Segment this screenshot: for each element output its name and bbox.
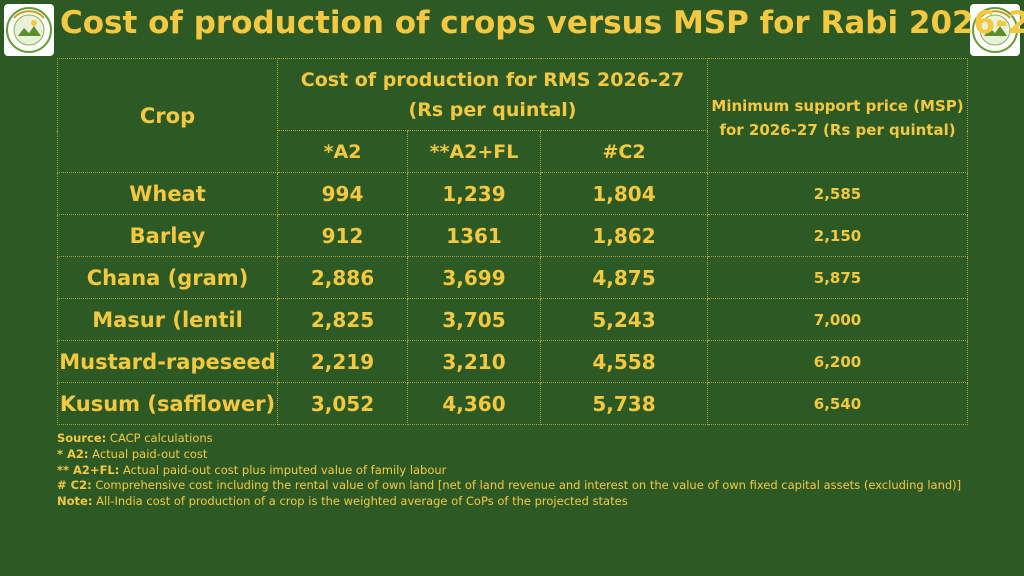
note-source: Source: CACP calculations xyxy=(57,431,213,445)
note-a2: * A2: Actual paid-out cost xyxy=(57,446,208,461)
cell-crop: Barley xyxy=(57,214,278,257)
cell-a2-fl: 4,360 xyxy=(407,382,541,425)
table-header-row: Crop Cost of production for RMS 2026-27 … xyxy=(57,58,969,173)
cell-a2-fl: 1361 xyxy=(407,214,541,257)
table-row: Chana (gram) 2,886 3,699 4,875 5,875 xyxy=(57,256,969,299)
cell-msp: 6,540 xyxy=(707,382,969,425)
cell-msp: 2,585 xyxy=(707,172,969,215)
cell-a2: 2,825 xyxy=(277,298,408,341)
cell-c2: 1,862 xyxy=(539,214,709,257)
cell-c2: 4,875 xyxy=(539,256,709,299)
subheader-c2: #C2 xyxy=(539,130,709,173)
cell-a2-fl: 3,699 xyxy=(407,256,541,299)
cell-a2: 994 xyxy=(277,172,408,215)
cop-header-line1: Cost of production for RMS 2026-27 xyxy=(300,68,685,91)
table-row: Kusum (safflower) 3,052 4,360 5,738 6,54… xyxy=(57,382,969,425)
note-a2-fl: ** A2+FL: Actual paid-out cost plus impu… xyxy=(57,462,447,477)
cell-crop: Masur (lentil xyxy=(57,298,278,341)
cell-crop: Mustard-rapeseed xyxy=(57,340,278,383)
note-c2: # C2: Comprehensive cost including the r… xyxy=(57,478,962,493)
cell-crop: Chana (gram) xyxy=(57,256,278,299)
subheader-a2-fl: **A2+FL xyxy=(407,130,541,173)
cell-a2: 912 xyxy=(277,214,408,257)
table-row: Wheat 994 1,239 1,804 2,585 xyxy=(57,172,969,215)
column-header-crop: Crop xyxy=(57,58,278,173)
cell-a2: 3,052 xyxy=(277,382,408,425)
farming-community-logo-left xyxy=(4,4,54,56)
table-row: Barley 912 1361 1,862 2,150 xyxy=(57,214,969,257)
table-subheader-row: *A2 **A2+FL #C2 xyxy=(58,130,968,173)
column-header-msp: Minimum support price (MSP) for 2026-27 … xyxy=(707,58,969,173)
table-row: Masur (lentil 2,825 3,705 5,243 7,000 xyxy=(57,298,969,341)
cell-msp: 6,200 xyxy=(707,340,969,383)
farming-community-logo-right xyxy=(970,4,1020,56)
cell-a2: 2,886 xyxy=(277,256,408,299)
cell-msp: 2,150 xyxy=(707,214,969,257)
farming-community-logo-icon xyxy=(972,7,1018,53)
footnotes: Source: CACP calculations * A2: Actual p… xyxy=(57,431,967,510)
cell-a2-fl: 3,210 xyxy=(407,340,541,383)
subheader-a2: *A2 xyxy=(277,130,408,173)
cell-c2: 5,243 xyxy=(539,298,709,341)
cell-a2-fl: 3,705 xyxy=(407,298,541,341)
cop-header-line2: (Rs per quintal) xyxy=(408,98,577,121)
page-title: Cost of production of crops versus MSP f… xyxy=(60,5,1024,41)
cell-crop: Wheat xyxy=(57,172,278,215)
cell-c2: 5,738 xyxy=(539,382,709,425)
cost-msp-table: Crop Cost of production for RMS 2026-27 … xyxy=(57,58,969,425)
column-header-cost-of-production: Cost of production for RMS 2026-27 (Rs p… xyxy=(276,58,709,131)
note-general: Note: All-India cost of production of a … xyxy=(57,494,628,509)
table-row: Mustard-rapeseed 2,219 3,210 4,558 6,200 xyxy=(57,340,969,383)
cell-a2-fl: 1,239 xyxy=(407,172,541,215)
cell-a2: 2,219 xyxy=(277,340,408,383)
cell-c2: 4,558 xyxy=(539,340,709,383)
cell-crop: Kusum (safflower) xyxy=(57,382,278,425)
cell-c2: 1,804 xyxy=(539,172,709,215)
cell-msp: 5,875 xyxy=(707,256,969,299)
farming-community-logo-icon xyxy=(6,7,52,53)
cell-msp: 7,000 xyxy=(707,298,969,341)
